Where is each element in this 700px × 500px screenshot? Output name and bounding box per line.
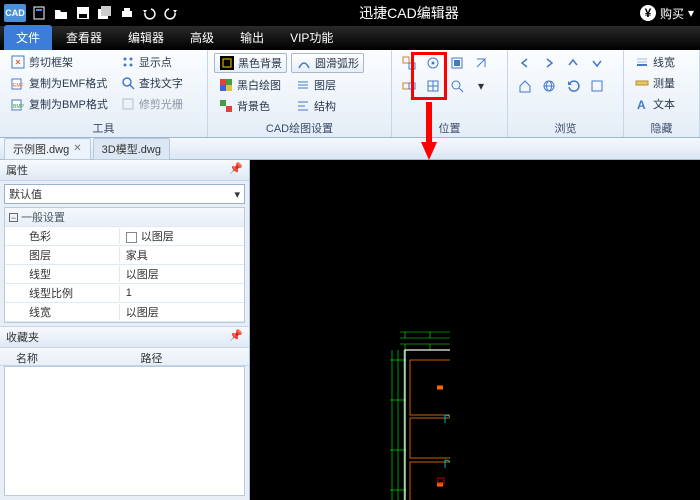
world-icon[interactable] — [538, 76, 560, 96]
group-browse-label: 浏览 — [514, 119, 617, 137]
position-icon-3[interactable] — [446, 53, 468, 73]
doc-tab-1[interactable]: 示例图.dwg✕ — [4, 138, 91, 160]
bw-draw-button[interactable]: 黑白绘图 — [214, 76, 287, 94]
position-icon-2[interactable] — [422, 53, 444, 73]
smooth-arc-button[interactable]: 圆滑弧形 — [291, 53, 364, 73]
home-icon[interactable] — [514, 76, 536, 96]
currency-icon[interactable]: ¥ — [640, 5, 656, 21]
tab-advanced[interactable]: 高级 — [178, 25, 226, 50]
linewidth-button[interactable]: 线宽 — [630, 53, 679, 71]
tab-editor[interactable]: 编辑器 — [116, 25, 176, 50]
cut-frame-button[interactable]: 剪切框架 — [6, 53, 112, 71]
layers-button[interactable]: 图层 — [291, 76, 364, 94]
position-icon-6[interactable] — [422, 76, 444, 96]
nav-down-icon[interactable] — [586, 53, 608, 73]
app-logo: CAD — [4, 4, 26, 22]
tab-viewer[interactable]: 查看器 — [54, 25, 114, 50]
position-icon-7[interactable] — [446, 76, 468, 96]
undo-icon[interactable] — [140, 4, 158, 22]
ribbon: 剪切框架 EMF复制为EMF格式 BMP复制为BMP格式 显示点 查找文字 修剪… — [0, 50, 700, 138]
position-dropdown[interactable]: ▾ — [470, 76, 492, 96]
redo-icon[interactable] — [162, 4, 180, 22]
drawing-canvas[interactable] — [250, 160, 700, 500]
close-icon[interactable]: ✕ — [73, 143, 81, 154]
save-icon[interactable] — [74, 4, 92, 22]
trim-raster-button[interactable]: 修剪光栅 — [116, 95, 187, 113]
nav-up-icon[interactable] — [562, 53, 584, 73]
nav-right-icon[interactable] — [538, 53, 560, 73]
buy-link[interactable]: 购买 — [660, 5, 684, 22]
measure-button[interactable]: 测量 — [630, 74, 679, 92]
refresh-icon[interactable] — [562, 76, 584, 96]
copy-bmp-button[interactable]: BMP复制为BMP格式 — [6, 95, 112, 113]
app-title: 迅捷CAD编辑器 — [184, 3, 634, 23]
svg-text:EMF: EMF — [13, 83, 24, 89]
text-button[interactable]: A文本 — [630, 95, 679, 113]
doc-tab-2[interactable]: 3D模型.dwg — [93, 138, 170, 160]
group-position-label: 位置 — [398, 119, 501, 137]
structure-button[interactable]: 结构 — [291, 97, 364, 115]
position-icon-1[interactable] — [398, 53, 420, 73]
group-hide-label: 隐藏 — [630, 119, 693, 137]
bg-color-button[interactable]: 背景色 — [214, 97, 287, 115]
dropdown-icon[interactable]: ▾ — [688, 6, 694, 20]
document-tabs: 示例图.dwg✕ 3D模型.dwg — [0, 138, 700, 160]
fit-icon[interactable] — [586, 76, 608, 96]
position-icon-4[interactable] — [470, 53, 492, 73]
group-tools-label: 工具 — [6, 119, 201, 137]
find-text-button[interactable]: 查找文字 — [116, 74, 187, 92]
show-points-button[interactable]: 显示点 — [116, 53, 187, 71]
black-bg-button[interactable]: 黑色背景 — [214, 53, 287, 73]
tab-output[interactable]: 输出 — [228, 25, 276, 50]
position-icon-5[interactable] — [398, 76, 420, 96]
open-icon[interactable] — [52, 4, 70, 22]
menu-tabs: 文件 查看器 编辑器 高级 输出 VIP功能 — [0, 26, 700, 50]
titlebar: CAD 迅捷CAD编辑器 ¥ 购买 ▾ — [0, 0, 700, 26]
new-icon[interactable] — [30, 4, 48, 22]
group-cad-label: CAD绘图设置 — [214, 119, 385, 137]
nav-left-icon[interactable] — [514, 53, 536, 73]
tab-vip[interactable]: VIP功能 — [278, 25, 345, 50]
saveall-icon[interactable] — [96, 4, 114, 22]
svg-text:BMP: BMP — [13, 104, 25, 110]
tab-file[interactable]: 文件 — [4, 25, 52, 50]
svg-text:A: A — [637, 98, 646, 111]
workspace: 属性📌 默认值▾ − 一般设置 色彩以图层 图层家具 线型以图层 线型比例1 线… — [0, 160, 700, 500]
print-icon[interactable] — [118, 4, 136, 22]
copy-emf-button[interactable]: EMF复制为EMF格式 — [6, 74, 112, 92]
